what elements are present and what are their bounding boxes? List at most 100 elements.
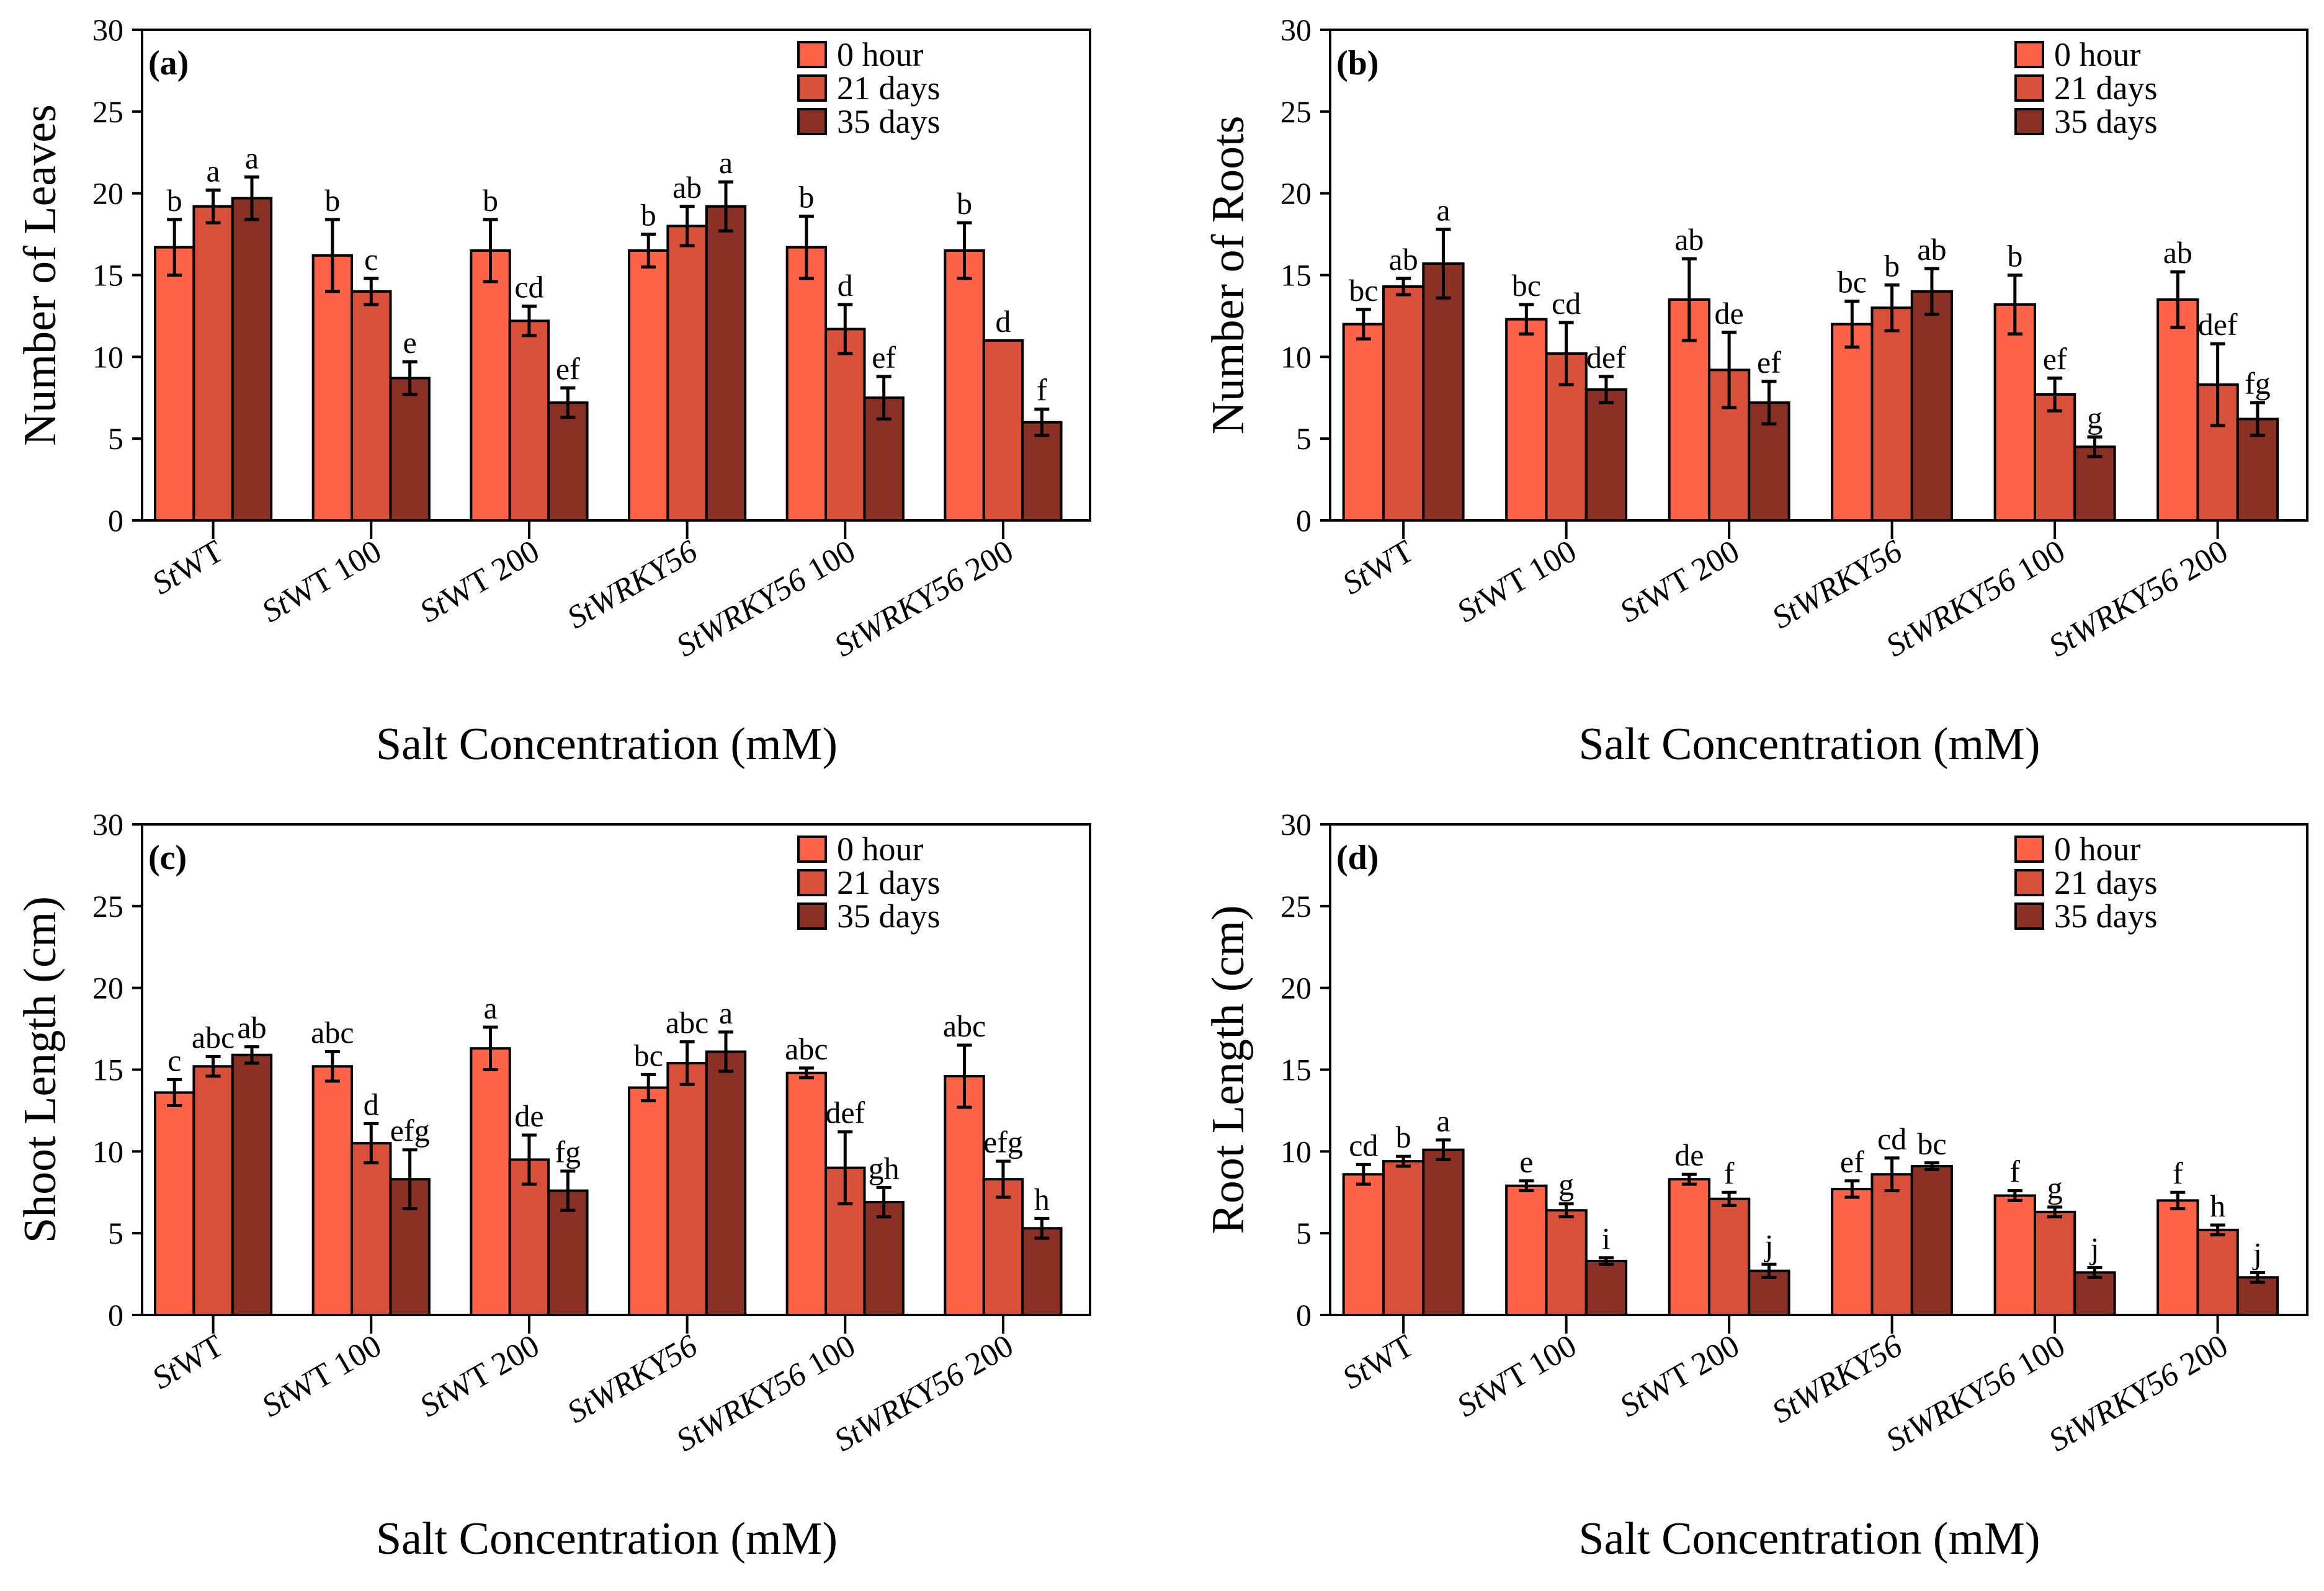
x-tick-label: StWT bbox=[146, 533, 230, 602]
x-tick-label: StWRKY56 100 bbox=[1880, 1328, 2071, 1458]
legend-label: 35 days bbox=[837, 103, 940, 140]
bar bbox=[470, 1047, 511, 1317]
y-tick-label: 0 bbox=[1296, 1298, 1312, 1332]
panel-label: (d) bbox=[1336, 839, 1379, 877]
legend-swatch bbox=[2014, 108, 2044, 135]
significance-letter: ef bbox=[872, 340, 896, 375]
x-tick-label-italic: StWRKY56 bbox=[2043, 562, 2185, 664]
y-tick-label: 10 bbox=[92, 1134, 123, 1169]
y-tick-label: 0 bbox=[108, 1298, 123, 1332]
y-tick-label: 15 bbox=[1280, 258, 1312, 293]
bar bbox=[1584, 388, 1628, 522]
y-tick-label: 20 bbox=[1280, 176, 1312, 211]
x-tick-label: StWRKY56 100 bbox=[671, 1328, 861, 1458]
significance-letter: ab bbox=[237, 1010, 266, 1045]
legend-label: 21 days bbox=[2054, 69, 2157, 107]
x-tick-label-rest: WT 100 bbox=[278, 533, 388, 617]
bar bbox=[944, 1075, 985, 1316]
legend-swatch bbox=[797, 902, 827, 930]
legend-label: 0 hour bbox=[837, 36, 924, 73]
bar bbox=[2033, 393, 2076, 522]
bar bbox=[982, 339, 1024, 522]
significance-letter: abc bbox=[666, 1005, 708, 1040]
bar bbox=[470, 249, 511, 522]
x-tick-label-rest: WT 200 bbox=[1636, 1328, 1746, 1412]
significance-letter: bc bbox=[1512, 268, 1541, 303]
bar bbox=[2156, 298, 2199, 522]
bar bbox=[192, 205, 234, 522]
y-tick-label: 5 bbox=[108, 1216, 123, 1250]
x-tick-label: StWT bbox=[146, 1328, 230, 1396]
significance-letter: d bbox=[995, 304, 1011, 339]
significance-letter: bc bbox=[634, 1038, 663, 1072]
bar bbox=[944, 249, 985, 522]
bar bbox=[547, 401, 589, 522]
significance-letter: bc bbox=[1838, 265, 1867, 300]
significance-letter: g bbox=[2047, 1170, 2063, 1205]
significance-letter: e bbox=[403, 325, 417, 360]
significance-letter: b bbox=[798, 180, 814, 215]
bar bbox=[389, 377, 431, 522]
significance-letter: e bbox=[1519, 1144, 1533, 1179]
bar bbox=[1831, 323, 1874, 522]
significance-letter: cd bbox=[1552, 286, 1581, 321]
x-tick-label-italic: StWRKY56 bbox=[828, 562, 970, 664]
y-tick-label: 15 bbox=[92, 258, 123, 293]
legend-label: 0 hour bbox=[2054, 36, 2141, 73]
significance-letter: bc bbox=[1917, 1126, 1946, 1161]
bar bbox=[2073, 445, 2116, 522]
significance-letter: c bbox=[364, 242, 378, 277]
y-axis-label: Shoot Length (cm) bbox=[15, 896, 66, 1243]
bar bbox=[666, 1061, 708, 1317]
bar bbox=[1870, 306, 1913, 522]
significance-letter: ab bbox=[1389, 242, 1418, 277]
significance-letter: efg bbox=[390, 1113, 430, 1148]
bar bbox=[1505, 1184, 1548, 1317]
bar bbox=[1584, 1259, 1628, 1316]
legend-label: 21 days bbox=[2054, 864, 2157, 901]
x-tick-label: StWT 200 bbox=[414, 533, 545, 630]
panel-label: (a) bbox=[148, 44, 189, 82]
significance-letter: a bbox=[483, 991, 497, 1025]
bar bbox=[351, 1142, 392, 1317]
bar bbox=[1545, 1209, 1588, 1316]
bar bbox=[1910, 1165, 1954, 1317]
significance-letter: def bbox=[1586, 340, 1626, 375]
significance-letter: a bbox=[1436, 1103, 1450, 1138]
y-tick-label: 0 bbox=[108, 503, 123, 538]
bar bbox=[192, 1065, 234, 1317]
x-tick-label-rest: WT 100 bbox=[1473, 1328, 1583, 1412]
legend-swatch bbox=[2014, 74, 2044, 102]
bar bbox=[1993, 1194, 2036, 1316]
bar bbox=[154, 246, 195, 522]
bar bbox=[508, 319, 550, 522]
bar bbox=[1422, 262, 1465, 522]
significance-letter: bc bbox=[1349, 273, 1378, 308]
significance-letter: abc bbox=[311, 1015, 354, 1050]
significance-letter: def bbox=[2198, 307, 2238, 342]
x-tick-label-italic: StWRKY56 bbox=[671, 1357, 813, 1459]
significance-letter: ef bbox=[1840, 1144, 1864, 1179]
significance-letter: h bbox=[1034, 1182, 1050, 1216]
significance-letter: ef bbox=[1757, 345, 1781, 380]
y-tick-label: 20 bbox=[1280, 971, 1312, 1005]
x-tick-label: StWRKY56 200 bbox=[828, 1328, 1019, 1458]
bar bbox=[1831, 1187, 1874, 1317]
legend-swatch bbox=[2014, 902, 2044, 930]
bar bbox=[1505, 318, 1548, 522]
x-tick-label-rest: WT 200 bbox=[436, 533, 545, 617]
bar bbox=[1342, 1173, 1385, 1317]
x-tick-label: StWT bbox=[1337, 1328, 1420, 1396]
significance-letter: cd bbox=[514, 270, 543, 305]
x-axis-label: Salt Concentration (mM) bbox=[1579, 719, 2040, 770]
significance-letter: c bbox=[168, 1043, 181, 1077]
legend-swatch bbox=[797, 108, 827, 135]
bar bbox=[2196, 1228, 2239, 1316]
legend-swatch bbox=[797, 74, 827, 102]
x-tick-label-italic: StWRKY56 bbox=[561, 1328, 704, 1430]
bar bbox=[666, 225, 708, 522]
x-tick-label: StWT 100 bbox=[256, 1328, 388, 1424]
